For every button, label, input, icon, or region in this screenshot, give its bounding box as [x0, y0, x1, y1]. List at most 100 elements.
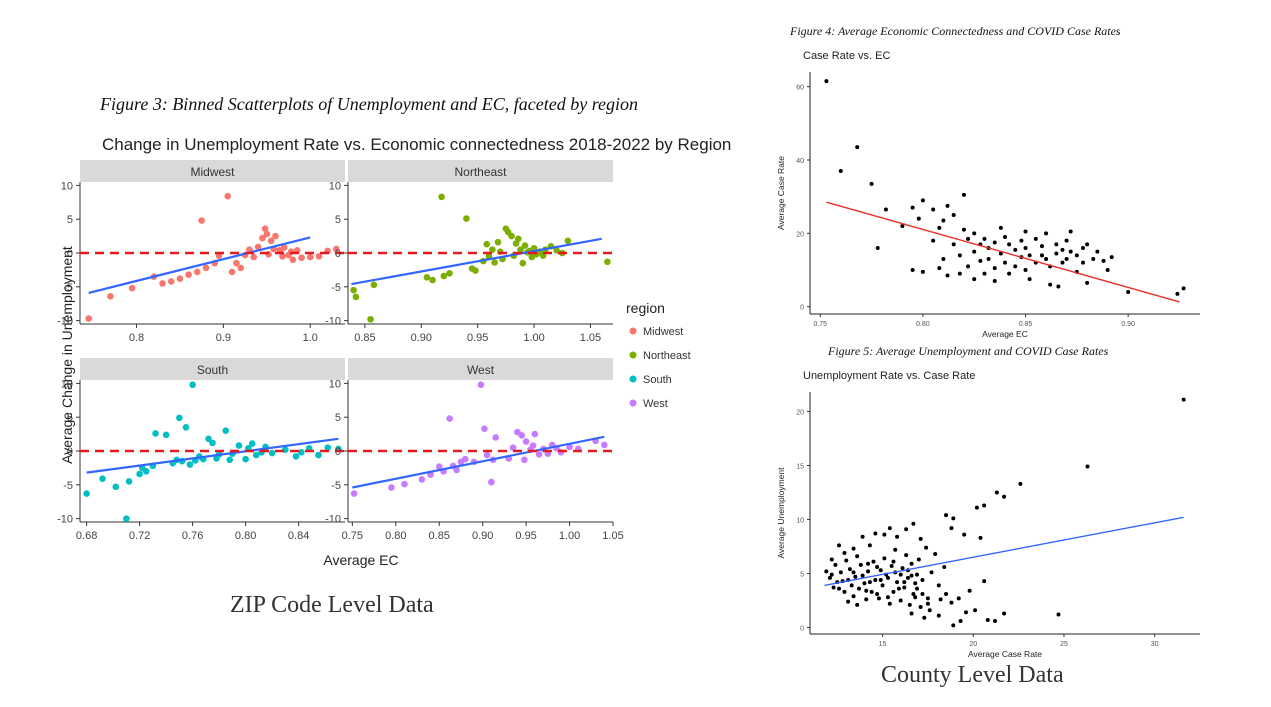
x-tick-label: 0.90	[411, 332, 432, 344]
data-point	[1085, 464, 1090, 469]
point-northeast	[472, 267, 479, 274]
legend-key-south	[629, 375, 637, 383]
data-point	[858, 562, 863, 567]
data-point	[941, 218, 946, 223]
point-northeast	[367, 315, 374, 323]
data-point	[851, 570, 856, 575]
point-south	[99, 475, 106, 483]
point-west	[488, 478, 495, 486]
data-point	[898, 572, 903, 577]
data-point	[945, 203, 950, 208]
data-point	[1126, 290, 1131, 294]
data-point	[1019, 238, 1024, 243]
point-northeast	[494, 238, 502, 246]
data-point	[978, 258, 983, 263]
data-point	[931, 207, 936, 212]
data-point	[1181, 286, 1186, 291]
facet-strip	[348, 160, 613, 182]
data-point	[864, 588, 869, 593]
data-point	[1039, 244, 1044, 249]
point-west	[477, 381, 485, 389]
data-point	[829, 557, 834, 562]
data-point	[862, 581, 867, 586]
data-point	[913, 595, 918, 600]
x-tick-label: 0.72	[129, 530, 150, 542]
data-point	[875, 246, 880, 250]
y-axis-title: Average Case Rate	[776, 156, 786, 230]
regression-line	[351, 237, 602, 286]
point-midwest	[280, 244, 288, 251]
data-point	[864, 597, 869, 602]
facet-panel-west: West -10 -5 0 5 10 0.75 0.80 0.85 0.90 0.95 1.00 1.0…	[325, 358, 624, 542]
data-point	[887, 601, 892, 606]
point-midwest	[107, 292, 114, 300]
point-midwest	[289, 256, 297, 264]
point-midwest	[228, 268, 236, 276]
point-northeast	[564, 237, 572, 245]
point-south	[315, 451, 322, 459]
point-south	[205, 435, 212, 443]
data-point	[985, 617, 990, 622]
data-point	[972, 277, 977, 282]
data-point	[838, 169, 843, 173]
point-south	[248, 440, 256, 447]
point-south	[324, 444, 332, 451]
figure-3-chart-title: Change in Unemployment Rate vs. Economic…	[102, 135, 732, 154]
data-point	[1007, 271, 1012, 276]
data-point	[982, 579, 987, 584]
regression-line	[824, 516, 1184, 587]
facet-strip-label: Midwest	[190, 165, 235, 179]
point-south	[226, 456, 234, 464]
point-midwest	[333, 245, 340, 253]
x-tick-label: 0.85	[1019, 321, 1033, 328]
data-point	[1039, 253, 1044, 258]
point-midwest	[254, 243, 262, 251]
x-tick-label: 0.8	[129, 332, 144, 344]
point-northeast	[463, 215, 470, 222]
data-point	[895, 580, 900, 585]
data-point	[918, 604, 923, 609]
point-midwest	[298, 254, 305, 262]
data-point	[951, 623, 956, 628]
point-south	[123, 515, 130, 522]
data-point	[910, 268, 915, 272]
point-midwest	[193, 268, 201, 276]
facet-panel-northeast: Northeast -10 -5 0 5 10 0.85 0.90 0.95 1.00 1.05	[325, 160, 613, 344]
data-point	[1044, 231, 1049, 236]
x-tick-label: 0.85	[429, 530, 450, 542]
point-northeast	[604, 258, 611, 266]
data-point	[1085, 242, 1090, 247]
legend-key-west	[629, 399, 637, 407]
point-south	[125, 478, 133, 485]
y-tick-label: -5	[331, 480, 341, 492]
data-point	[957, 253, 962, 258]
data-point	[886, 595, 890, 600]
data-point	[945, 273, 950, 278]
point-south	[268, 449, 276, 457]
x-tick-label: 1.00	[523, 332, 544, 344]
figure-4-chart-title: Case Rate vs. EC	[803, 50, 891, 62]
data-point	[936, 583, 941, 588]
facet-panel-midwest: Midwest -10 -5 0 5 10 0.8 0.9 1.0	[57, 160, 345, 344]
data-point	[978, 535, 983, 540]
data-point	[1056, 612, 1061, 617]
data-point	[1002, 494, 1007, 499]
point-west	[522, 438, 530, 445]
data-point	[1068, 229, 1073, 234]
data-point	[982, 236, 987, 241]
data-point	[966, 236, 971, 241]
point-south	[112, 483, 120, 491]
data-point	[853, 574, 858, 579]
data-point	[949, 526, 954, 531]
x-tick-label: 0.80	[235, 530, 256, 542]
data-point	[883, 207, 888, 212]
data-point	[876, 596, 881, 601]
facet-strip-label: West	[467, 363, 495, 377]
data-point	[951, 242, 956, 247]
point-south	[142, 467, 150, 475]
point-midwest	[261, 225, 269, 232]
point-west	[435, 463, 443, 470]
legend-label-northeast: Northeast	[643, 350, 691, 362]
x-tick-label: 0.95	[515, 530, 536, 542]
point-midwest	[279, 253, 286, 260]
